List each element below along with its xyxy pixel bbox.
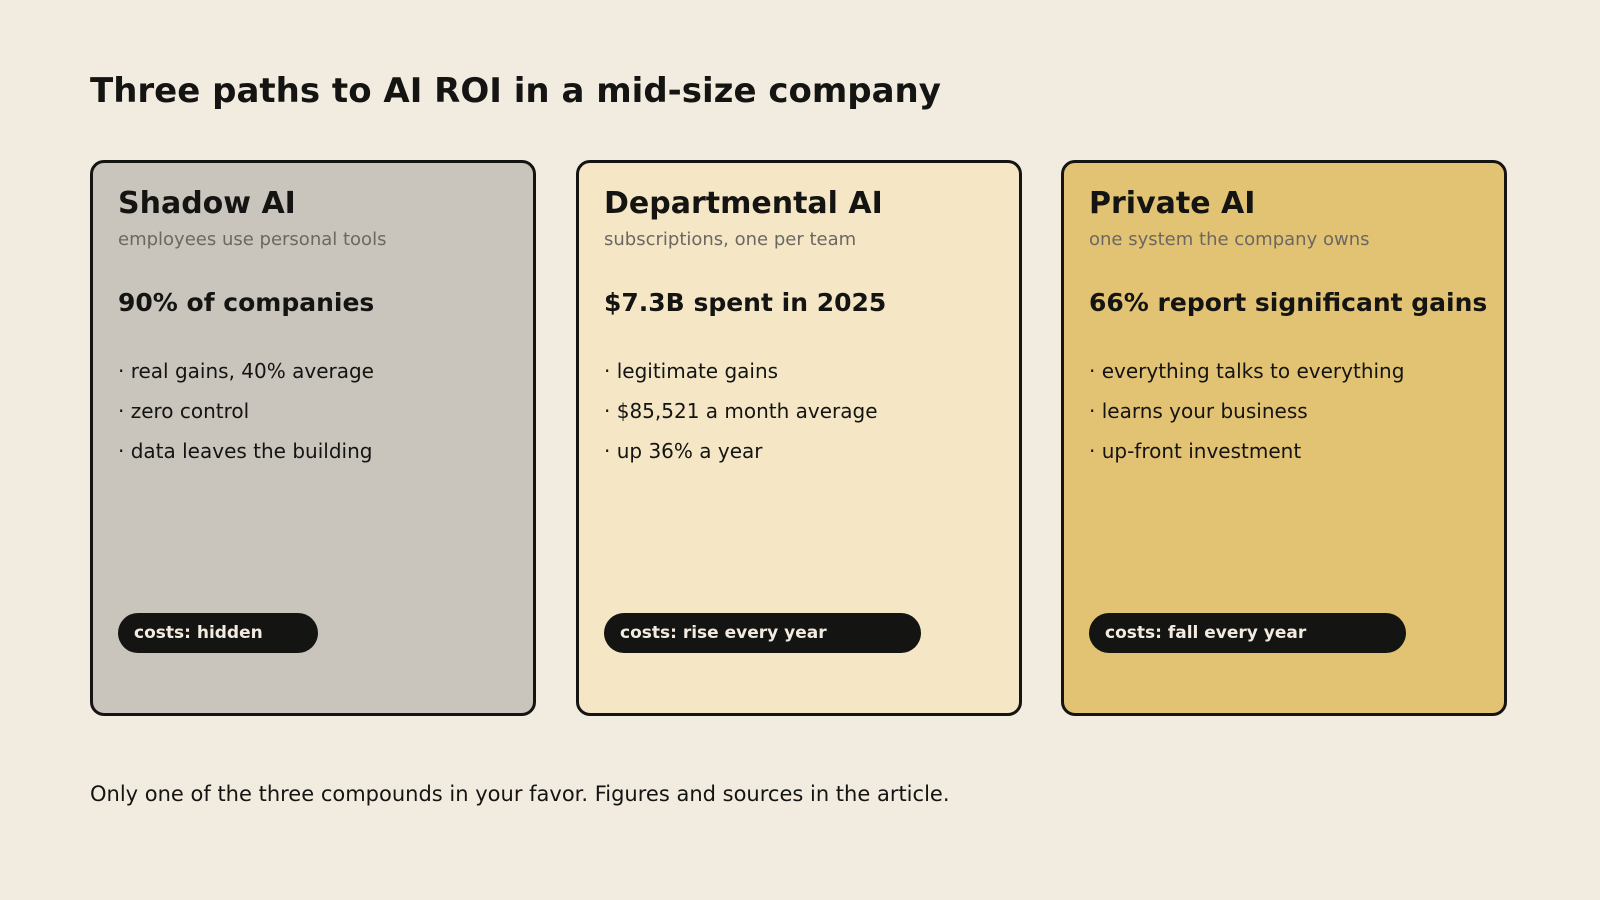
card-shadow-ai: Shadow AI employees use personal tools 9…: [90, 160, 536, 716]
card-point: · learns your business: [1089, 399, 1308, 423]
card-subtitle: subscriptions, one per team: [604, 229, 857, 250]
card-subtitle: one system the company owns: [1089, 229, 1370, 250]
card-title: Shadow AI: [118, 186, 296, 221]
card-points: · real gains, 40% average · zero control…: [118, 351, 374, 471]
card-title: Private AI: [1089, 186, 1256, 221]
card-point: · zero control: [118, 399, 250, 423]
cost-badge: costs: fall every year: [1089, 613, 1406, 653]
card-point: · legitimate gains: [604, 359, 779, 383]
card-private-ai: Private AI one system the company owns 6…: [1061, 160, 1507, 716]
card-point: · up-front investment: [1089, 439, 1302, 463]
card-point: · $85,521 a month average: [604, 399, 878, 423]
cost-badge: costs: rise every year: [604, 613, 921, 653]
footnote: Only one of the three compounds in your …: [90, 782, 950, 806]
card-subtitle: employees use personal tools: [118, 229, 387, 250]
card-point: · real gains, 40% average: [118, 359, 374, 383]
card-points: · everything talks to everything · learn…: [1089, 351, 1404, 471]
card-stat: 90% of companies: [118, 288, 375, 317]
card-point: · up 36% a year: [604, 439, 763, 463]
card-title: Departmental AI: [604, 186, 883, 221]
page-title: Three paths to AI ROI in a mid-size comp…: [90, 71, 941, 111]
card-stat: $7.3B spent in 2025: [604, 288, 887, 317]
cost-badge: costs: hidden: [118, 613, 318, 653]
card-stat: 66% report significant gains: [1089, 288, 1488, 317]
card-point: · everything talks to everything: [1089, 359, 1405, 383]
card-departmental-ai: Departmental AI subscriptions, one per t…: [576, 160, 1022, 716]
card-points: · legitimate gains · $85,521 a month ave…: [604, 351, 878, 471]
card-point: · data leaves the building: [118, 439, 373, 463]
